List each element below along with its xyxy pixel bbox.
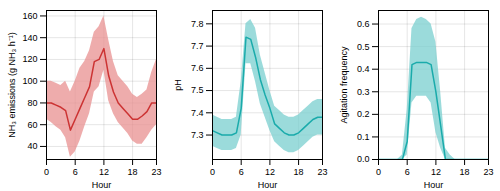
- svg-text:Hour: Hour: [424, 180, 444, 190]
- svg-text:7.7: 7.7: [191, 41, 204, 51]
- svg-text:0: 0: [210, 167, 215, 177]
- svg-text:Hour: Hour: [258, 180, 278, 190]
- svg-text:140: 140: [22, 33, 37, 43]
- svg-text:0.3: 0.3: [357, 87, 370, 97]
- svg-text:0.2: 0.2: [357, 109, 370, 119]
- svg-text:6: 6: [405, 167, 410, 177]
- svg-text:7.6: 7.6: [191, 63, 204, 73]
- svg-text:7.8: 7.8: [191, 19, 204, 29]
- svg-text:18: 18: [460, 167, 470, 177]
- svg-text:0.1: 0.1: [357, 132, 370, 142]
- svg-text:60: 60: [27, 120, 37, 130]
- svg-text:6: 6: [73, 167, 78, 177]
- svg-text:0: 0: [44, 167, 49, 177]
- svg-text:7.5: 7.5: [191, 85, 204, 95]
- svg-text:40: 40: [27, 141, 37, 151]
- svg-text:23: 23: [151, 167, 161, 177]
- svg-text:7.4: 7.4: [191, 108, 204, 118]
- svg-text:Agitation frequency: Agitation frequency: [339, 46, 349, 124]
- svg-text:160: 160: [22, 11, 37, 21]
- svg-text:Hour: Hour: [92, 180, 112, 190]
- svg-text:0.4: 0.4: [357, 64, 370, 74]
- svg-text:6: 6: [239, 167, 244, 177]
- svg-text:12: 12: [265, 167, 275, 177]
- svg-text:120: 120: [22, 54, 37, 64]
- svg-text:18: 18: [128, 167, 138, 177]
- svg-text:12: 12: [99, 167, 109, 177]
- svg-text:100: 100: [22, 76, 37, 86]
- svg-text:NH₃ emissions (g NH₃ h⁻¹): NH₃ emissions (g NH₃ h⁻¹): [7, 32, 17, 137]
- svg-text:18: 18: [294, 167, 304, 177]
- svg-text:0.5: 0.5: [357, 42, 370, 52]
- svg-text:80: 80: [27, 98, 37, 108]
- svg-text:7.3: 7.3: [191, 130, 204, 140]
- svg-text:23: 23: [317, 167, 327, 177]
- svg-text:0.0: 0.0: [357, 154, 370, 164]
- svg-text:0.6: 0.6: [357, 19, 370, 29]
- svg-text:23: 23: [483, 167, 493, 177]
- svg-text:0: 0: [376, 167, 381, 177]
- svg-text:pH: pH: [173, 79, 183, 91]
- svg-text:12: 12: [431, 167, 441, 177]
